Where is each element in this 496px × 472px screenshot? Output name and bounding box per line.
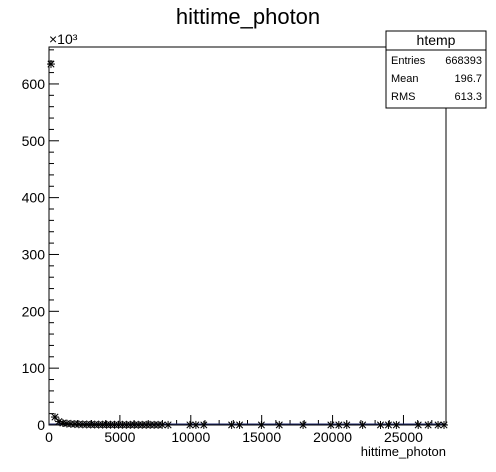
data-point (299, 420, 308, 429)
data-point (440, 420, 449, 429)
y-tick-label: 500 (22, 133, 46, 149)
x-tick-label: 15000 (242, 429, 281, 445)
stats-entries-label: Entries (391, 55, 426, 67)
stats-rms-label: RMS (391, 91, 415, 103)
data-point (424, 420, 433, 429)
data-point (257, 420, 266, 429)
y-tick-label: 400 (22, 190, 46, 206)
data-point (235, 420, 244, 429)
data-point (46, 60, 55, 69)
data-point (414, 420, 423, 429)
y-tick-label: 600 (22, 76, 46, 92)
data-point (58, 419, 67, 428)
x-tick-label: 5000 (104, 429, 135, 445)
x-tick-label: 20000 (313, 429, 352, 445)
y-tick-label: 300 (22, 246, 46, 262)
y-tick-label: 0 (37, 417, 45, 433)
x-axis: 0 5000 10000 15000 20000 25000 (45, 415, 447, 445)
y-axis-multiplier: ×10³ (49, 31, 78, 47)
data-point (227, 420, 236, 429)
stats-title: htemp (417, 32, 456, 48)
stats-entries-value: 668393 (445, 55, 482, 67)
stats-mean-label: Mean (391, 73, 419, 85)
data-point (342, 420, 351, 429)
data-point (164, 420, 173, 429)
data-point (392, 420, 401, 429)
stats-box: htemp Entries 668393 Mean 196.7 RMS 613.… (385, 30, 487, 109)
data-points (46, 60, 449, 429)
y-axis: 0 100 200 300 400 500 600 (22, 49, 59, 433)
y-tick-label: 200 (22, 303, 46, 319)
stats-rms-value: 613.3 (454, 91, 482, 103)
data-point (54, 417, 63, 426)
x-tick-label: 0 (45, 429, 53, 445)
data-point (326, 420, 335, 429)
x-axis-title: hittime_photon (361, 444, 446, 459)
data-point (334, 420, 343, 429)
y-tick-label: 100 (22, 360, 46, 376)
data-point (358, 420, 367, 429)
data-point (199, 420, 208, 429)
x-tick-label: 25000 (384, 429, 423, 445)
stats-mean-value: 196.7 (454, 73, 482, 85)
data-point (376, 420, 385, 429)
chart-title: hittime_photon (176, 4, 320, 29)
stats-box-frame (385, 30, 487, 109)
data-point (275, 420, 284, 429)
data-point (384, 420, 393, 429)
data-point (191, 420, 200, 429)
x-tick-label: 10000 (171, 429, 210, 445)
